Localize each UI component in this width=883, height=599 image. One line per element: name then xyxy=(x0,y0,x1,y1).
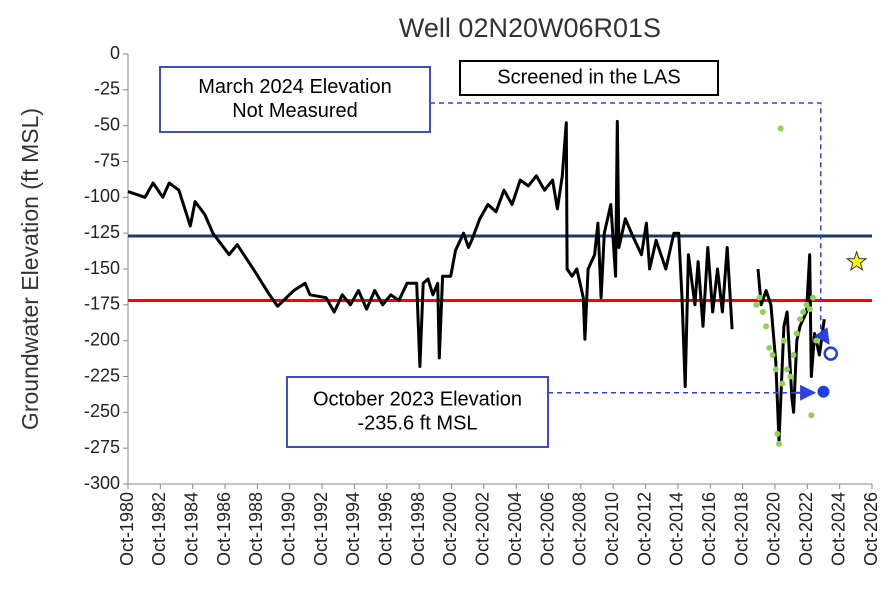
annotation-box xyxy=(159,66,431,133)
data-point xyxy=(769,352,776,358)
data-point xyxy=(766,344,773,351)
data-point xyxy=(800,309,807,315)
annotation-text: Not Measured xyxy=(232,100,358,122)
x-tick-label: Oct-2010 xyxy=(602,492,622,566)
data-point xyxy=(777,125,784,132)
data-point xyxy=(780,337,787,344)
chart-title: Well 02N20W06R01S xyxy=(399,13,661,43)
y-tick-label: -200 xyxy=(84,329,120,349)
y-axis-title: Groundwater Elevation (ft MSL) xyxy=(17,108,43,430)
y-tick-label: -225 xyxy=(84,365,120,385)
marker-star xyxy=(845,250,868,272)
x-tick-label: Oct-1998 xyxy=(408,492,428,566)
arrow xyxy=(814,327,830,345)
x-tick-label: Oct-2004 xyxy=(505,492,525,566)
x-tick-label: Oct-1996 xyxy=(376,492,396,566)
x-tick-label: Oct-2024 xyxy=(828,492,848,566)
annotation-text: October 2023 Elevation xyxy=(313,388,522,410)
data-point xyxy=(809,294,816,301)
annotation-text: March 2024 Elevation xyxy=(198,76,391,98)
x-tick-label: Oct-2002 xyxy=(473,492,493,566)
y-tick-label: -100 xyxy=(84,186,120,206)
x-tick-label: Oct-2000 xyxy=(440,492,460,566)
data-point xyxy=(784,366,791,373)
data-point xyxy=(756,294,763,301)
x-tick-label: Oct-2018 xyxy=(731,492,751,566)
x-tick-label: Oct-2006 xyxy=(537,492,557,566)
y-tick-label: -125 xyxy=(84,222,120,242)
data-point xyxy=(790,352,797,358)
x-tick-label: Oct-2026 xyxy=(861,492,881,566)
y-tick-label: -250 xyxy=(84,401,120,421)
x-tick-label: Oct-2020 xyxy=(764,492,784,566)
x-tick-label: Oct-1992 xyxy=(311,492,331,566)
x-tick-label: Oct-2012 xyxy=(634,492,654,566)
x-tick-label: Oct-1982 xyxy=(149,492,169,566)
data-point xyxy=(776,440,782,447)
connector xyxy=(430,102,822,332)
x-tick-label: Oct-1986 xyxy=(214,492,234,566)
x-tick-label: Oct-1984 xyxy=(181,492,201,566)
data-point xyxy=(753,301,760,308)
x-tick-label: Oct-2016 xyxy=(699,492,719,566)
marker-filled xyxy=(817,385,830,398)
data-point xyxy=(763,323,770,330)
y-tick-label: -175 xyxy=(84,294,120,314)
hydrograph-line xyxy=(127,119,826,443)
x-tick-label: Oct-1980 xyxy=(117,492,137,566)
x-tick-label: Oct-2008 xyxy=(570,492,590,566)
x-tick-label: Oct-2014 xyxy=(667,492,687,566)
data-point xyxy=(808,412,815,419)
data-point xyxy=(772,366,779,373)
y-tick-label: -275 xyxy=(84,437,120,457)
annotation-box xyxy=(459,60,719,96)
annotation-text: Screened in the LAS xyxy=(497,66,680,88)
y-tick-label: -75 xyxy=(94,150,120,170)
data-point xyxy=(759,309,766,315)
x-tick-label: Oct-1990 xyxy=(278,492,298,566)
y-tick-label: -50 xyxy=(94,114,120,134)
annotation-text: -235.6 ft MSL xyxy=(357,412,477,434)
annotation-box xyxy=(286,376,549,448)
y-tick-label: -150 xyxy=(84,258,120,278)
y-tick-label: 0 xyxy=(110,43,120,63)
x-tick-label: Oct-1994 xyxy=(343,492,363,566)
data-point xyxy=(774,430,781,437)
data-point xyxy=(797,316,804,323)
data-point xyxy=(803,301,810,308)
y-tick-label: -25 xyxy=(94,79,120,99)
y-tick-label: -300 xyxy=(84,473,120,493)
data-point xyxy=(779,380,786,387)
data-point xyxy=(813,337,820,344)
marker-open xyxy=(823,346,839,361)
x-tick-label: Oct-1988 xyxy=(246,492,266,566)
x-tick-label: Oct-2022 xyxy=(796,492,816,566)
data-point xyxy=(806,306,813,313)
data-point xyxy=(793,330,800,337)
data-point xyxy=(787,373,794,380)
